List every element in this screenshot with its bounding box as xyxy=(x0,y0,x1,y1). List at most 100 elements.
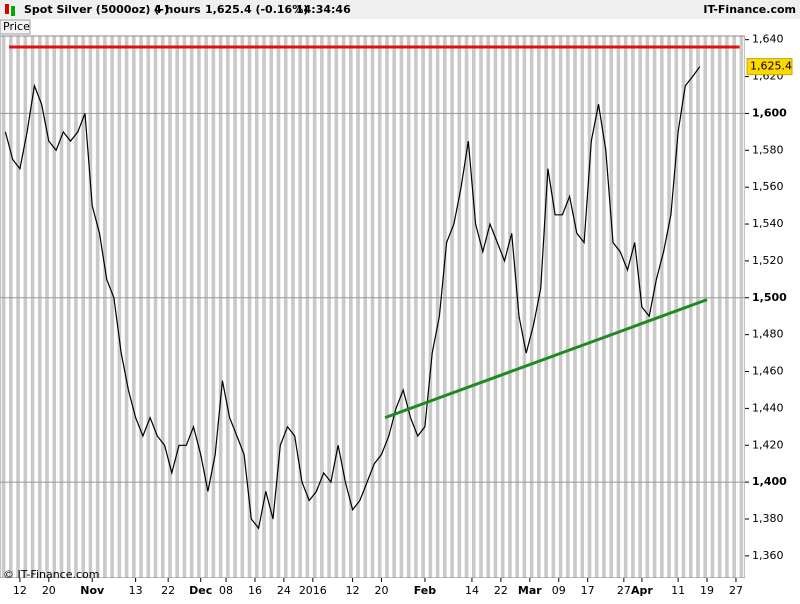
day-stripe xyxy=(9,36,13,578)
x-tick-label: 17 xyxy=(581,584,595,597)
day-stripe xyxy=(153,36,158,578)
day-stripe xyxy=(30,36,35,578)
day-stripe xyxy=(544,36,548,578)
day-stripe xyxy=(493,36,498,578)
day-stripe xyxy=(667,36,671,578)
copyright: © IT-Finance.com xyxy=(3,568,100,581)
day-stripe xyxy=(59,36,64,578)
day-stripe xyxy=(341,36,346,578)
day-stripe xyxy=(421,36,425,578)
day-stripe xyxy=(573,36,577,578)
x-tick-label: Feb xyxy=(414,584,437,597)
day-stripe xyxy=(283,36,288,578)
day-stripe xyxy=(218,36,223,578)
day-stripe xyxy=(204,36,208,578)
day-stripe xyxy=(160,36,165,578)
day-stripe xyxy=(565,36,570,578)
x-tick-label: 20 xyxy=(375,584,389,597)
x-tick-label: 19 xyxy=(700,584,714,597)
day-stripe xyxy=(276,36,281,578)
y-tick-label: 1,540 xyxy=(752,217,784,230)
day-stripe xyxy=(464,36,469,578)
icon xyxy=(11,6,15,16)
y-tick-label: 1,520 xyxy=(752,254,784,267)
price-line xyxy=(4,66,701,530)
day-stripe xyxy=(508,36,512,578)
axis-panel xyxy=(745,20,800,600)
day-stripe xyxy=(370,36,375,578)
day-stripe xyxy=(226,36,230,578)
day-stripe xyxy=(674,36,679,578)
x-tick-label: 16 xyxy=(248,584,262,597)
day-stripe xyxy=(23,36,28,578)
y-tick-label: 1,420 xyxy=(752,438,784,451)
x-tick-label: Apr xyxy=(631,584,653,597)
day-stripe xyxy=(88,36,93,578)
trend-line xyxy=(384,298,708,420)
day-stripe xyxy=(1,36,6,578)
day-stripe xyxy=(609,36,613,578)
day-stripe xyxy=(74,36,78,578)
day-stripe xyxy=(500,36,505,578)
y-tick-label: 1,440 xyxy=(752,401,784,414)
day-stripe xyxy=(37,36,42,578)
day-stripe xyxy=(551,36,556,578)
y-tick-label: 1,460 xyxy=(752,365,784,378)
day-stripe xyxy=(139,36,143,578)
day-stripe xyxy=(385,36,389,578)
day-stripe xyxy=(725,36,729,578)
day-stripe xyxy=(356,36,360,578)
day-stripe xyxy=(710,36,715,578)
day-stripe xyxy=(240,36,245,578)
day-stripe xyxy=(703,36,708,578)
day-stripe xyxy=(739,36,744,578)
tab[interactable] xyxy=(0,19,31,35)
y-tick-label: 1,500 xyxy=(752,291,787,304)
x-tick-label: 13 xyxy=(129,584,143,597)
y-tick-label: 1,360 xyxy=(752,549,784,562)
y-tick-label: 1,600 xyxy=(752,106,787,119)
x-tick-label: 08 xyxy=(219,584,233,597)
day-stripe xyxy=(291,36,295,578)
x-tick-label: Mar xyxy=(518,584,542,597)
day-stripe xyxy=(189,36,194,578)
day-stripe xyxy=(262,36,266,578)
day-stripe xyxy=(269,36,274,578)
header-bar xyxy=(0,0,800,19)
x-tick-label: Dec xyxy=(189,584,212,597)
day-stripe xyxy=(312,36,317,578)
day-stripe xyxy=(66,36,71,578)
day-stripe xyxy=(558,36,563,578)
day-stripe xyxy=(168,36,172,578)
day-stripe xyxy=(392,36,397,578)
instrument: Spot Silver (5000oz) (-) xyxy=(24,3,169,16)
day-stripe xyxy=(305,36,310,578)
day-stripe xyxy=(182,36,187,578)
day-stripe xyxy=(580,36,585,578)
day-stripe xyxy=(602,36,606,578)
last-price-box xyxy=(746,58,793,76)
day-stripe xyxy=(399,36,404,578)
x-tick-label: 09 xyxy=(552,584,566,597)
day-stripe xyxy=(594,36,599,578)
day-stripe xyxy=(616,36,621,578)
day-stripe xyxy=(320,36,324,578)
y-tick-label: 1,640 xyxy=(752,33,784,46)
day-stripe xyxy=(211,36,216,578)
day-stripe xyxy=(45,36,49,578)
day-stripe xyxy=(81,36,85,578)
icon xyxy=(5,4,9,14)
x-tick-label: 22 xyxy=(494,584,508,597)
day-stripe xyxy=(103,36,107,578)
interval: 4 hours xyxy=(154,3,201,16)
day-stripe xyxy=(638,36,642,578)
day-stripe xyxy=(298,36,302,578)
x-tick-label: 12 xyxy=(13,584,27,597)
day-stripe xyxy=(363,36,368,578)
day-stripe xyxy=(428,36,433,578)
x-tick-label: Nov xyxy=(80,584,105,597)
day-stripe xyxy=(124,36,129,578)
x-tick-label: 12 xyxy=(346,584,360,597)
day-stripe xyxy=(247,36,252,578)
day-stripe xyxy=(645,36,650,578)
